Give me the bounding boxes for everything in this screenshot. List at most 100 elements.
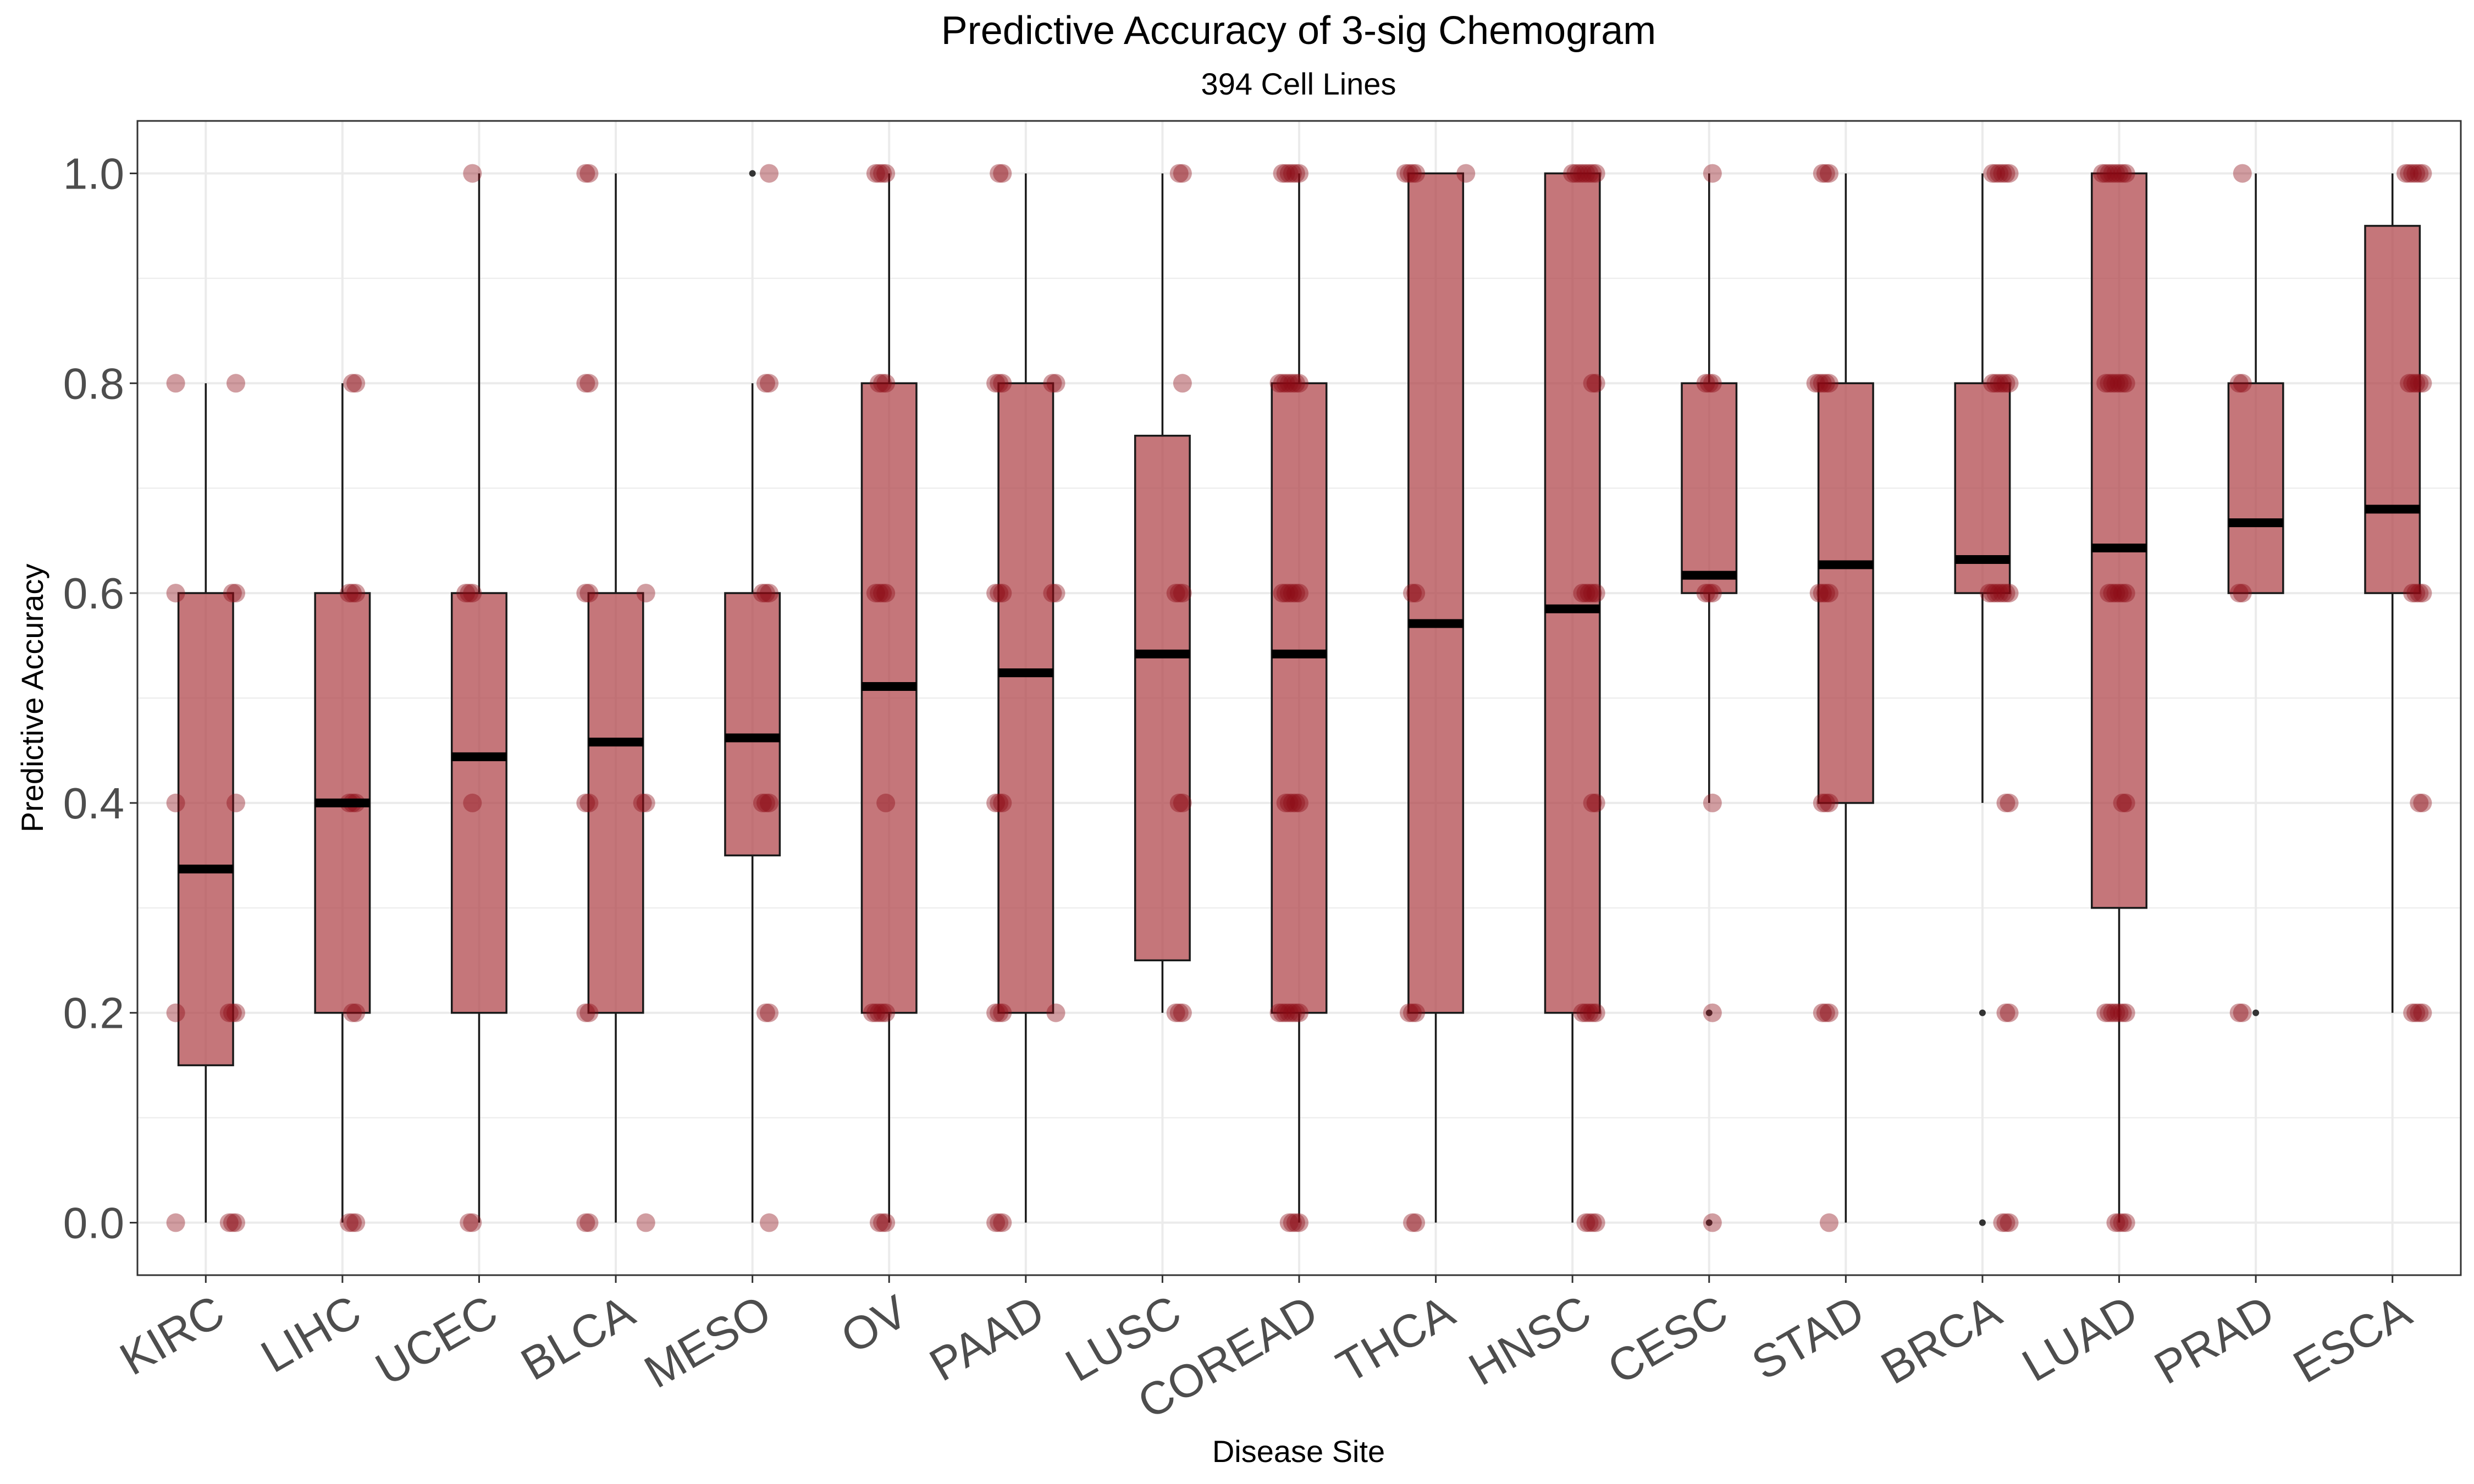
data-point — [2413, 793, 2432, 812]
data-point — [876, 1213, 896, 1232]
y-axis-title: Predictive Accuracy — [15, 564, 49, 833]
data-point — [1286, 1003, 1305, 1022]
data-point — [343, 584, 362, 603]
data-point — [2100, 374, 2119, 393]
data-point — [1983, 374, 2002, 393]
data-point — [760, 793, 779, 812]
outlier-point — [1979, 1219, 1986, 1226]
data-point — [1173, 584, 1192, 603]
data-point — [343, 374, 362, 393]
data-point — [756, 1003, 775, 1022]
data-point — [340, 584, 359, 603]
data-point — [1166, 584, 1185, 603]
data-point — [2113, 1003, 2132, 1022]
data-point — [223, 584, 242, 603]
data-point — [2109, 584, 2129, 603]
data-point — [1283, 793, 1302, 812]
data-point — [1399, 1003, 1418, 1022]
data-point — [2229, 1003, 2249, 1022]
x-tick-label-luad: LUAD — [2013, 1285, 2146, 1391]
data-point — [1990, 584, 2009, 603]
box-esca — [2364, 173, 2421, 1013]
data-point — [1813, 584, 1832, 603]
data-point — [993, 584, 1012, 603]
data-point — [1290, 1213, 1308, 1232]
data-point — [2103, 164, 2122, 183]
data-point — [2106, 1003, 2125, 1022]
data-point — [1586, 793, 1605, 812]
data-point — [1279, 374, 1299, 393]
data-point — [1809, 584, 1829, 603]
data-point — [1276, 793, 1295, 812]
data-point — [1046, 1003, 1065, 1022]
data-point — [1396, 164, 1415, 183]
data-point — [866, 584, 885, 603]
data-point — [2406, 374, 2426, 393]
data-point — [636, 584, 655, 603]
data-point — [986, 1003, 1006, 1022]
data-point — [343, 1003, 362, 1022]
data-point — [1699, 374, 1719, 393]
data-point — [873, 1003, 892, 1022]
data-point — [1986, 164, 2006, 183]
box-body — [1271, 382, 1328, 1014]
data-point — [1290, 1003, 1308, 1022]
data-point — [986, 793, 1006, 812]
data-point — [756, 584, 775, 603]
data-point — [1993, 584, 2012, 603]
x-tick-label-cesc: CESC — [1599, 1285, 1736, 1394]
data-point — [636, 1213, 655, 1232]
data-point — [2100, 164, 2119, 183]
data-point — [2116, 1003, 2135, 1022]
data-point — [226, 1003, 245, 1022]
box-coread — [1271, 173, 1328, 1223]
data-point — [760, 164, 779, 183]
data-point — [1980, 584, 1999, 603]
data-point — [579, 164, 599, 183]
outlier-point — [2252, 1009, 2260, 1016]
data-point — [1166, 1003, 1185, 1022]
data-point — [1583, 793, 1602, 812]
data-point — [219, 1213, 239, 1232]
data-point — [2116, 164, 2135, 183]
data-point — [1703, 584, 1722, 603]
data-point — [166, 584, 185, 603]
data-point — [1566, 164, 1586, 183]
box-body — [451, 592, 507, 1014]
data-point — [1996, 164, 2015, 183]
data-point — [993, 1213, 1012, 1232]
data-point — [2413, 374, 2432, 393]
data-point — [460, 1213, 479, 1232]
data-point — [2229, 584, 2249, 603]
data-point — [1279, 584, 1299, 603]
x-tick-label-hnsc: HNSC — [1460, 1285, 1599, 1395]
data-point — [1703, 1003, 1722, 1022]
data-point — [1993, 164, 2012, 183]
data-point — [1816, 164, 1835, 183]
data-point — [2406, 1003, 2426, 1022]
data-point — [2400, 164, 2419, 183]
data-point — [2116, 793, 2135, 812]
data-point — [576, 793, 595, 812]
data-point — [346, 1213, 366, 1232]
data-point — [870, 1213, 889, 1232]
data-point — [986, 584, 1006, 603]
data-point — [1573, 584, 1592, 603]
data-point — [2109, 164, 2129, 183]
box-blca — [587, 173, 644, 1223]
data-point — [340, 1213, 359, 1232]
data-point — [166, 374, 185, 393]
x-tick-label-esca: ESCA — [2285, 1285, 2420, 1393]
data-point — [2096, 374, 2116, 393]
data-point — [1703, 1213, 1722, 1232]
box-ov — [860, 173, 918, 1223]
data-point — [1269, 1003, 1289, 1022]
data-point — [1819, 1213, 1838, 1232]
data-point — [579, 1003, 599, 1022]
data-point — [2233, 164, 2252, 183]
data-point — [1816, 1003, 1835, 1022]
chart-title: Predictive Accuracy of 3-sig Chemogram — [941, 9, 1656, 53]
data-point — [760, 584, 779, 603]
data-point — [2406, 164, 2426, 183]
data-point — [219, 1003, 239, 1022]
